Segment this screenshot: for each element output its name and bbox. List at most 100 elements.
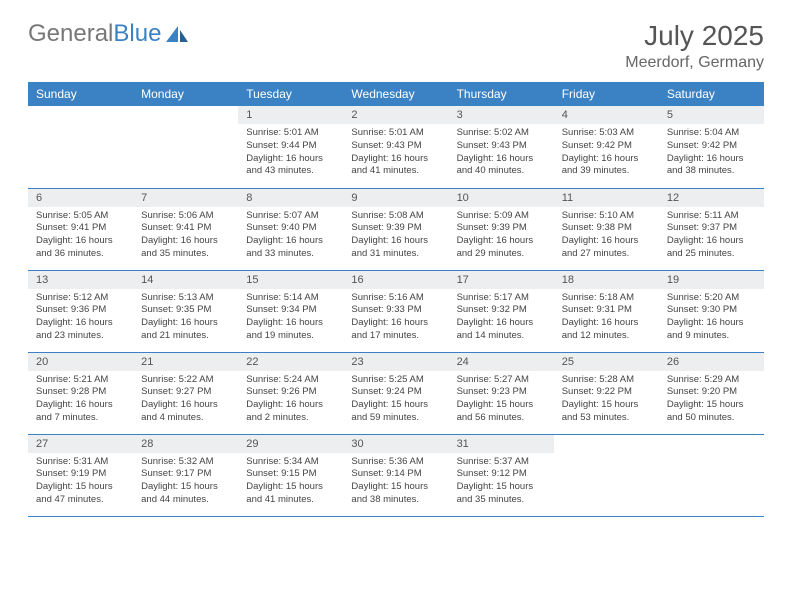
week-row: 1Sunrise: 5:01 AMSunset: 9:44 PMDaylight… [28, 106, 764, 188]
day-info: Sunrise: 5:28 AMSunset: 9:22 PMDaylight:… [554, 371, 659, 428]
day-cell: 12Sunrise: 5:11 AMSunset: 9:37 PMDayligh… [659, 188, 764, 270]
dayname-header: Saturday [659, 82, 764, 106]
day-cell: 9Sunrise: 5:08 AMSunset: 9:39 PMDaylight… [343, 188, 448, 270]
day-info: Sunrise: 5:27 AMSunset: 9:23 PMDaylight:… [449, 371, 554, 428]
day-number: 20 [28, 353, 133, 371]
day-cell: 31Sunrise: 5:37 AMSunset: 9:12 PMDayligh… [449, 434, 554, 516]
day-cell: 28Sunrise: 5:32 AMSunset: 9:17 PMDayligh… [133, 434, 238, 516]
day-number: 4 [554, 106, 659, 124]
day-info: Sunrise: 5:21 AMSunset: 9:28 PMDaylight:… [28, 371, 133, 428]
day-cell: 20Sunrise: 5:21 AMSunset: 9:28 PMDayligh… [28, 352, 133, 434]
day-number: 3 [449, 106, 554, 124]
day-number: 21 [133, 353, 238, 371]
day-number: 23 [343, 353, 448, 371]
day-info: Sunrise: 5:20 AMSunset: 9:30 PMDaylight:… [659, 289, 764, 346]
day-info: Sunrise: 5:24 AMSunset: 9:26 PMDaylight:… [238, 371, 343, 428]
day-info: Sunrise: 5:03 AMSunset: 9:42 PMDaylight:… [554, 124, 659, 181]
day-cell: 10Sunrise: 5:09 AMSunset: 9:39 PMDayligh… [449, 188, 554, 270]
day-info: Sunrise: 5:31 AMSunset: 9:19 PMDaylight:… [28, 453, 133, 510]
day-cell: 15Sunrise: 5:14 AMSunset: 9:34 PMDayligh… [238, 270, 343, 352]
day-info: Sunrise: 5:18 AMSunset: 9:31 PMDaylight:… [554, 289, 659, 346]
day-number: 29 [238, 435, 343, 453]
day-info: Sunrise: 5:36 AMSunset: 9:14 PMDaylight:… [343, 453, 448, 510]
day-number: 24 [449, 353, 554, 371]
day-number: 11 [554, 189, 659, 207]
day-number: 18 [554, 271, 659, 289]
day-cell: 22Sunrise: 5:24 AMSunset: 9:26 PMDayligh… [238, 352, 343, 434]
day-cell: 11Sunrise: 5:10 AMSunset: 9:38 PMDayligh… [554, 188, 659, 270]
day-cell: 3Sunrise: 5:02 AMSunset: 9:43 PMDaylight… [449, 106, 554, 188]
day-cell: 19Sunrise: 5:20 AMSunset: 9:30 PMDayligh… [659, 270, 764, 352]
day-info: Sunrise: 5:34 AMSunset: 9:15 PMDaylight:… [238, 453, 343, 510]
day-number: 7 [133, 189, 238, 207]
day-number: 14 [133, 271, 238, 289]
day-info: Sunrise: 5:16 AMSunset: 9:33 PMDaylight:… [343, 289, 448, 346]
day-info: Sunrise: 5:14 AMSunset: 9:34 PMDaylight:… [238, 289, 343, 346]
day-cell [659, 434, 764, 516]
day-cell: 29Sunrise: 5:34 AMSunset: 9:15 PMDayligh… [238, 434, 343, 516]
day-cell: 6Sunrise: 5:05 AMSunset: 9:41 PMDaylight… [28, 188, 133, 270]
header-row: SundayMondayTuesdayWednesdayThursdayFrid… [28, 82, 764, 106]
week-row: 6Sunrise: 5:05 AMSunset: 9:41 PMDaylight… [28, 188, 764, 270]
day-number: 31 [449, 435, 554, 453]
day-number: 26 [659, 353, 764, 371]
week-row: 20Sunrise: 5:21 AMSunset: 9:28 PMDayligh… [28, 352, 764, 434]
day-cell: 1Sunrise: 5:01 AMSunset: 9:44 PMDaylight… [238, 106, 343, 188]
day-info: Sunrise: 5:07 AMSunset: 9:40 PMDaylight:… [238, 207, 343, 264]
day-cell: 27Sunrise: 5:31 AMSunset: 9:19 PMDayligh… [28, 434, 133, 516]
day-number: 12 [659, 189, 764, 207]
day-cell: 8Sunrise: 5:07 AMSunset: 9:40 PMDaylight… [238, 188, 343, 270]
day-number: 17 [449, 271, 554, 289]
day-info: Sunrise: 5:32 AMSunset: 9:17 PMDaylight:… [133, 453, 238, 510]
day-cell: 24Sunrise: 5:27 AMSunset: 9:23 PMDayligh… [449, 352, 554, 434]
day-info: Sunrise: 5:11 AMSunset: 9:37 PMDaylight:… [659, 207, 764, 264]
day-number: 5 [659, 106, 764, 124]
day-cell: 23Sunrise: 5:25 AMSunset: 9:24 PMDayligh… [343, 352, 448, 434]
day-cell [554, 434, 659, 516]
day-info: Sunrise: 5:01 AMSunset: 9:43 PMDaylight:… [343, 124, 448, 181]
day-number: 10 [449, 189, 554, 207]
day-info: Sunrise: 5:09 AMSunset: 9:39 PMDaylight:… [449, 207, 554, 264]
logo-sail-icon [164, 24, 190, 44]
day-number: 9 [343, 189, 448, 207]
day-number: 15 [238, 271, 343, 289]
day-cell: 4Sunrise: 5:03 AMSunset: 9:42 PMDaylight… [554, 106, 659, 188]
day-info: Sunrise: 5:25 AMSunset: 9:24 PMDaylight:… [343, 371, 448, 428]
day-info: Sunrise: 5:29 AMSunset: 9:20 PMDaylight:… [659, 371, 764, 428]
day-info: Sunrise: 5:10 AMSunset: 9:38 PMDaylight:… [554, 207, 659, 264]
day-number: 27 [28, 435, 133, 453]
logo: GeneralBlue [28, 20, 190, 48]
week-row: 27Sunrise: 5:31 AMSunset: 9:19 PMDayligh… [28, 434, 764, 516]
week-row: 13Sunrise: 5:12 AMSunset: 9:36 PMDayligh… [28, 270, 764, 352]
day-number: 25 [554, 353, 659, 371]
day-info: Sunrise: 5:13 AMSunset: 9:35 PMDaylight:… [133, 289, 238, 346]
calendar-body: 1Sunrise: 5:01 AMSunset: 9:44 PMDaylight… [28, 106, 764, 516]
day-number: 22 [238, 353, 343, 371]
day-info: Sunrise: 5:05 AMSunset: 9:41 PMDaylight:… [28, 207, 133, 264]
day-number: 1 [238, 106, 343, 124]
day-info: Sunrise: 5:37 AMSunset: 9:12 PMDaylight:… [449, 453, 554, 510]
day-cell: 18Sunrise: 5:18 AMSunset: 9:31 PMDayligh… [554, 270, 659, 352]
day-cell: 7Sunrise: 5:06 AMSunset: 9:41 PMDaylight… [133, 188, 238, 270]
day-cell: 2Sunrise: 5:01 AMSunset: 9:43 PMDaylight… [343, 106, 448, 188]
day-cell: 16Sunrise: 5:16 AMSunset: 9:33 PMDayligh… [343, 270, 448, 352]
dayname-header: Friday [554, 82, 659, 106]
day-cell: 25Sunrise: 5:28 AMSunset: 9:22 PMDayligh… [554, 352, 659, 434]
day-number: 19 [659, 271, 764, 289]
day-number: 30 [343, 435, 448, 453]
day-info: Sunrise: 5:17 AMSunset: 9:32 PMDaylight:… [449, 289, 554, 346]
day-info: Sunrise: 5:22 AMSunset: 9:27 PMDaylight:… [133, 371, 238, 428]
dayname-header: Sunday [28, 82, 133, 106]
header: GeneralBlue July 2025 Meerdorf, Germany [28, 20, 764, 72]
day-cell: 5Sunrise: 5:04 AMSunset: 9:42 PMDaylight… [659, 106, 764, 188]
day-cell [28, 106, 133, 188]
day-cell [133, 106, 238, 188]
day-cell: 14Sunrise: 5:13 AMSunset: 9:35 PMDayligh… [133, 270, 238, 352]
day-number: 16 [343, 271, 448, 289]
day-cell: 30Sunrise: 5:36 AMSunset: 9:14 PMDayligh… [343, 434, 448, 516]
calendar-table: SundayMondayTuesdayWednesdayThursdayFrid… [28, 82, 764, 517]
day-number: 13 [28, 271, 133, 289]
day-info: Sunrise: 5:02 AMSunset: 9:43 PMDaylight:… [449, 124, 554, 181]
dayname-header: Wednesday [343, 82, 448, 106]
day-number: 2 [343, 106, 448, 124]
